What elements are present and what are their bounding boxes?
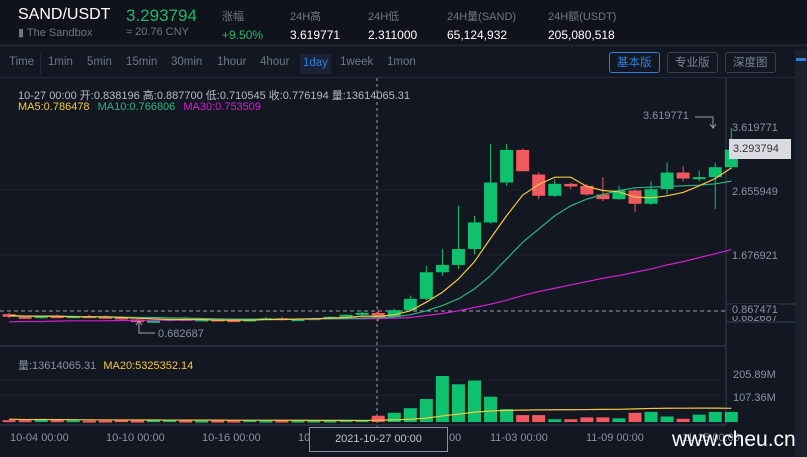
stat-24h-low: 24H低 2.311000 <box>368 11 418 42</box>
tab-5min[interactable]: 5min <box>87 56 112 68</box>
timeframe-toolbar: Time 1min 5min 15min 30min 1hour 4hour 1… <box>0 50 795 78</box>
coin-name: ▮ The Sandbox <box>18 27 93 39</box>
price-axis-label: 2.655949 <box>732 186 778 198</box>
x-axis-label: 10-16 00:00 <box>202 432 261 444</box>
x-axis-label: 10-04 00:00 <box>10 432 69 444</box>
stat-24h-volume: 24H量(SAND) 65,124,932 <box>447 11 517 42</box>
x-axis-label: 11-03 00:00 <box>490 432 548 444</box>
volume-info: 量:13614065.31 MA20:5325352.14 <box>18 357 193 373</box>
pro-view-button[interactable]: 专业版 <box>667 52 718 73</box>
pair-title: SAND/USDT <box>18 6 111 23</box>
tab-1mon[interactable]: 1mon <box>387 56 416 68</box>
token-icon: ▮ <box>18 27 27 39</box>
max-price-marker: 3.619771 <box>643 110 689 122</box>
ma5-value: MA5:0.786478 <box>18 101 90 113</box>
tab-1min[interactable]: 1min <box>48 56 73 68</box>
ma-legend: MA5:0.786478 MA10:0.766806 MA30:0.753509 <box>18 101 266 113</box>
stat-24h-amount: 24H额(USDT) 205,080,518 <box>548 11 617 42</box>
stat-24h-high: 24H高 3.619771 <box>290 11 341 42</box>
crosshair-date-label: 2021-10-27 00:00 <box>309 427 448 452</box>
ticker-header: SAND/USDT ▮ The Sandbox 3.293794 ≈ 20.76… <box>0 0 807 47</box>
tab-1day[interactable]: 1day <box>300 54 331 74</box>
last-price: 3.293794 <box>126 6 197 25</box>
x-axis-label: 11-15 00:00 <box>682 432 740 444</box>
x-axis-label: 10-10 00:00 <box>106 432 165 444</box>
stat-change: 涨幅 +9.50% <box>222 11 264 42</box>
volume-axis-label: 205.89M <box>733 369 776 381</box>
cny-price: ≈ 20.76 CNY <box>126 26 189 38</box>
tab-30min[interactable]: 30min <box>171 56 203 68</box>
min-price-marker: 0.682687 <box>158 328 204 340</box>
ohlc-info: 10-27 00:00 开:0.838196 高:0.887700 低:0.71… <box>18 90 411 102</box>
tab-time[interactable]: Time <box>9 56 35 68</box>
price-axis-label: 3.619771 <box>732 122 778 134</box>
tab-4hour[interactable]: 4hour <box>260 56 290 68</box>
right-scroll-strip[interactable] <box>795 50 807 457</box>
current-price-tag: 3.293794 <box>729 139 791 159</box>
tab-1hour[interactable]: 1hour <box>217 56 247 68</box>
basic-view-button[interactable]: 基本版 <box>609 52 660 73</box>
tab-15min[interactable]: 15min <box>126 56 158 68</box>
price-axis-label-clipped: 0.682687 <box>732 316 778 324</box>
x-axis-label: 00 <box>449 432 462 444</box>
price-axis-label: 1.676921 <box>732 250 778 262</box>
volume-value: 量:13614065.31 <box>18 360 97 372</box>
volume-ma20: MA20:5325352.14 <box>103 360 194 372</box>
watermark: www.cheu.cn <box>672 428 796 451</box>
tab-1week[interactable]: 1week <box>340 56 374 68</box>
depth-chart-button[interactable]: 深度图 <box>725 52 776 73</box>
ma30-value: MA30:0.753509 <box>183 101 262 113</box>
price-axis-label: 0.867471 <box>732 304 778 316</box>
volume-axis-label: 107.36M <box>733 392 776 404</box>
x-axis-label: 11-09 00:00 <box>586 432 644 444</box>
ma10-value: MA10:0.766806 <box>97 101 176 113</box>
x-axis-label: 10 <box>298 432 311 444</box>
